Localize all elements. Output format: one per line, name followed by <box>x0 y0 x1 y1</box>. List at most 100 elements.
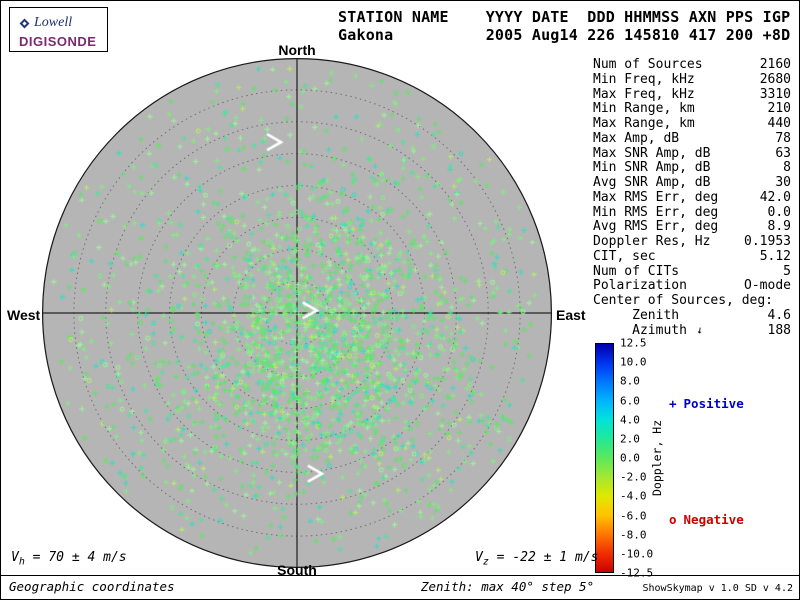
stat-row: Avg RMS Err, deg 8.9 <box>593 219 791 235</box>
stat-value: 188 <box>767 322 791 338</box>
skymap-plot <box>42 58 552 568</box>
colorbar-tick: -2.0 <box>620 470 647 484</box>
vh-subscript: h <box>18 556 25 568</box>
stat-label: Min Range, km <box>593 101 695 117</box>
skymap-points-canvas <box>42 58 552 568</box>
colorbar-tick: -10.0 <box>620 547 654 561</box>
plus-marker-icon: + <box>669 396 677 411</box>
stat-row: Max Freq, kHz 3310 <box>593 86 791 103</box>
stat-row: Max RMS Err, deg 42.0 <box>593 189 791 206</box>
colorbar-tick: -12.5 <box>620 566 654 580</box>
stat-value: 5 <box>783 263 791 279</box>
stat-label: Max RMS Err, deg <box>593 189 719 205</box>
colorbar-tick: -8.0 <box>620 528 647 542</box>
vz-symbol: V <box>475 550 483 565</box>
zenith-range-note: Zenith: max 40° step 5° <box>421 579 595 594</box>
stat-row: Zenith 4.6 <box>593 307 791 324</box>
colorbar-tick: 12.5 <box>620 336 647 350</box>
stat-row: Min SNR Amp, dB 8 <box>593 160 791 176</box>
stat-value: 2680 <box>759 71 791 87</box>
colorbar-ticks: 12.5 10.0 8.0 6.0 4.0 2.0 0.0 -2.0 -4.0 -6.0 -8.0 -… <box>620 337 656 580</box>
stat-value: 3310 <box>759 86 791 102</box>
stat-value: 2160 <box>759 57 791 72</box>
stat-row: Max Amp, dB 78 <box>593 130 791 147</box>
stat-value: 210 <box>767 101 791 117</box>
stat-label: Max Range, km <box>593 116 695 131</box>
stat-value: 0.1953 <box>744 234 791 249</box>
lowell-digisonde-logo: Lowell DIGISONDE <box>9 7 108 52</box>
stat-row: Azimuth → 188 <box>593 322 791 339</box>
legend-positive-label: Positive <box>683 396 744 411</box>
stat-row: Min Range, km 210 <box>593 101 791 117</box>
stat-row: Num of CITs 5 <box>593 263 791 280</box>
logo-brand-row: Lowell <box>19 15 107 31</box>
legend-negative: o Negative <box>669 512 744 527</box>
vh-value: = 70 ± 4 m/s <box>24 550 127 565</box>
stat-value: 78 <box>775 130 791 146</box>
stat-value: 42.0 <box>759 189 791 205</box>
colorbar-tick: 2.0 <box>620 432 640 446</box>
stat-row: CIT, sec 5.12 <box>593 248 791 265</box>
logo-lowell-text: Lowell <box>34 15 73 30</box>
circle-marker-icon: o <box>669 512 677 527</box>
legend-positive: + Positive <box>669 396 744 411</box>
stat-label: Min SNR Amp, dB <box>593 160 711 176</box>
logo-digisonde-text: DIGISONDE <box>19 34 97 49</box>
stat-value: 8.9 <box>767 219 791 235</box>
stats-panel: Num of Sources 2160 Min Freq, kHz 2680 Max F… <box>593 57 791 339</box>
doppler-colorbar <box>595 343 614 573</box>
colorbar-tick: 10.0 <box>620 355 647 369</box>
colorbar-tick: 0.0 <box>620 451 640 465</box>
stat-label: Zenith <box>593 307 680 323</box>
stat-row: Doppler Res, Hz 0.1953 <box>593 234 791 250</box>
stat-value: 63 <box>775 145 791 161</box>
coordinates-note: Geographic coordinates <box>9 579 175 594</box>
colorbar-axis-label: Doppler, Hz <box>650 419 664 497</box>
stat-row: Num of Sources 2160 <box>593 57 791 73</box>
compass-north-label: North <box>278 42 316 58</box>
stat-label: Num of CITs <box>593 263 680 279</box>
compass-south-label: South <box>277 562 317 578</box>
lowell-diamond-icon <box>19 18 30 28</box>
stat-label: Avg RMS Err, deg <box>593 219 719 235</box>
stat-label: Azimuth <box>593 322 687 338</box>
vertical-velocity-readout: Vz = -22 ± 1 m/s <box>475 550 598 568</box>
stat-row: Polarization O-mode <box>593 278 791 294</box>
stat-label: Max SNR Amp, dB <box>593 145 711 161</box>
stat-label: Max Freq, kHz <box>593 86 695 102</box>
compass-west-label: West <box>7 307 41 323</box>
stat-value: 440 <box>767 116 791 131</box>
stat-value: 8 <box>783 160 791 176</box>
stat-row: Min Freq, kHz 2680 <box>593 71 791 88</box>
stat-label: Min Freq, kHz <box>593 71 695 87</box>
legend-negative-label: Negative <box>683 512 744 527</box>
header-field-names: STATION NAME YYYY DATE DDD HHMMSS AXN PP… <box>338 8 791 26</box>
colorbar-tick: -6.0 <box>620 509 647 522</box>
stat-row: Min RMS Err, deg 0.0 <box>593 204 791 221</box>
colorbar-tick: 4.0 <box>620 413 640 427</box>
stat-label: Doppler Res, Hz <box>593 234 711 249</box>
stat-label: Avg SNR Amp, dB <box>593 175 711 190</box>
version-label: ShowSkymap v 1.0 SD v 4.2 <box>642 583 793 594</box>
stat-value: 4.6 <box>767 307 791 323</box>
stat-row: Max Range, km 440 <box>593 116 791 132</box>
stat-label: Center of Sources, deg: <box>593 293 774 308</box>
vz-value: = -22 ± 1 m/s <box>488 550 599 565</box>
stat-label: Polarization <box>593 278 687 294</box>
stat-label: Min RMS Err, deg <box>593 204 719 220</box>
stat-row: Avg SNR Amp, dB 30 <box>593 175 791 191</box>
stat-label: Max Amp, dB <box>593 130 680 146</box>
stat-value: 5.12 <box>759 248 791 264</box>
colorbar-tick: 6.0 <box>620 394 640 407</box>
stat-row: Center of Sources, deg: <box>593 293 791 309</box>
stat-label: Num of Sources <box>593 57 703 72</box>
compass-east-label: East <box>556 307 586 323</box>
colorbar-tick: 8.0 <box>620 374 640 388</box>
stat-row: Max SNR Amp, dB 63 <box>593 145 791 162</box>
stat-value: 0.0 <box>767 204 791 220</box>
vh-symbol: V <box>11 550 19 565</box>
header-field-values: Gakona 2005 Aug14 226 145810 417 200 +8D <box>338 26 791 44</box>
azimuth-direction-icon: → <box>693 325 708 335</box>
vz-subscript: z <box>482 556 489 568</box>
